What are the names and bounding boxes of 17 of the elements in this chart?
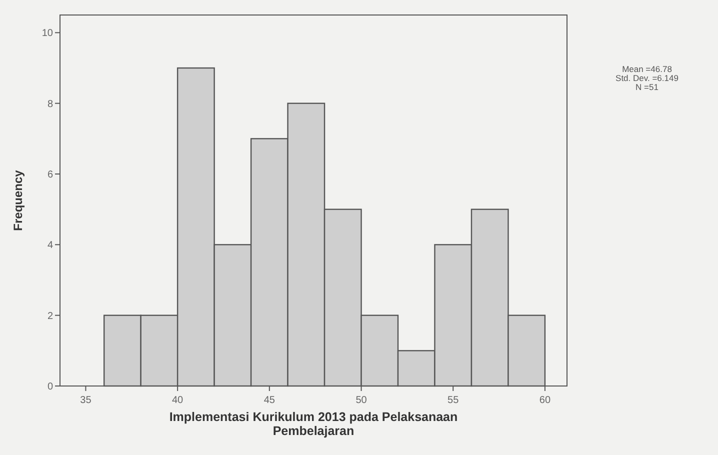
x-tick-label: 45: [264, 395, 276, 406]
y-axis-title: Frequency: [11, 170, 25, 231]
y-tick-label: 10: [42, 28, 54, 40]
text: Std. Dev. =6.149: [616, 73, 679, 83]
x-tick-label: 40: [172, 395, 184, 406]
x-tick-label: 60: [539, 395, 551, 406]
y-tick-label: 8: [47, 98, 54, 110]
x-tick-label: 50: [356, 395, 368, 406]
y-tick-label: 2: [47, 310, 54, 322]
y-tick-label: 0: [47, 382, 54, 392]
x-tick-label: 35: [80, 395, 92, 406]
text: Mean =46.78: [622, 64, 672, 74]
y-tick-label: 6: [47, 170, 54, 180]
x-tick-label: 55: [448, 395, 460, 406]
y-tick-label: 4: [47, 240, 54, 252]
text: N =51: [636, 82, 659, 92]
x-axis-title: Implementasi Kurikulum 2013 pada Pelaksanaan Pembelajaran: [169, 410, 458, 438]
